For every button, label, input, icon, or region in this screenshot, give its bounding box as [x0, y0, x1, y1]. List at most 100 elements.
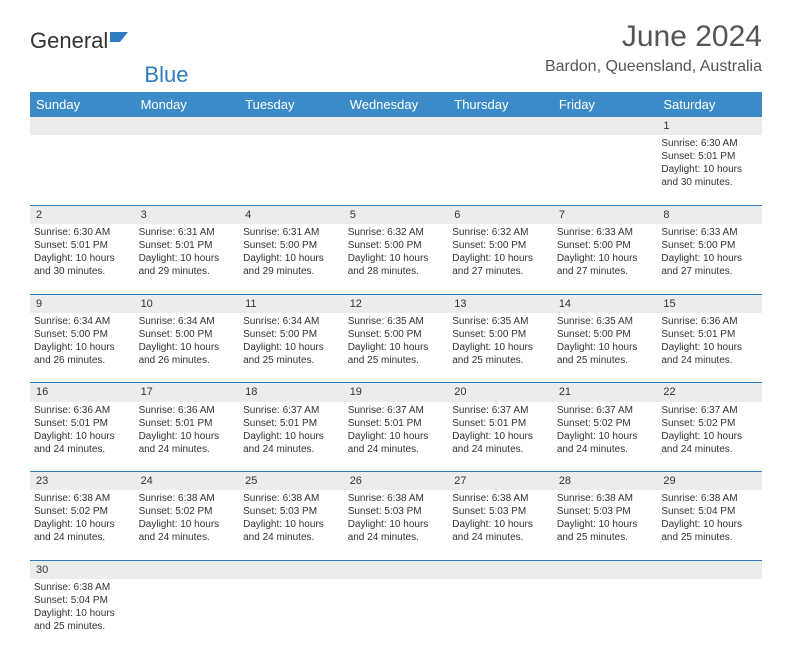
day-number: 29	[657, 472, 762, 491]
day-cell: Sunrise: 6:37 AMSunset: 5:01 PMDaylight:…	[239, 402, 344, 472]
day-cell	[239, 579, 344, 649]
day-content: Sunrise: 6:36 AMSunset: 5:01 PMDaylight:…	[139, 404, 236, 456]
day-number: 21	[553, 383, 658, 402]
day-cell: Sunrise: 6:37 AMSunset: 5:01 PMDaylight:…	[448, 402, 553, 472]
day-cell: Sunrise: 6:30 AMSunset: 5:01 PMDaylight:…	[30, 224, 135, 294]
day-content: Sunrise: 6:38 AMSunset: 5:03 PMDaylight:…	[243, 492, 340, 544]
day-content: Sunrise: 6:37 AMSunset: 5:01 PMDaylight:…	[243, 404, 340, 456]
day-content: Sunrise: 6:35 AMSunset: 5:00 PMDaylight:…	[348, 315, 445, 367]
day-number: 27	[448, 472, 553, 491]
day-content: Sunrise: 6:38 AMSunset: 5:03 PMDaylight:…	[348, 492, 445, 544]
day-content: Sunrise: 6:34 AMSunset: 5:00 PMDaylight:…	[139, 315, 236, 367]
day-cell: Sunrise: 6:34 AMSunset: 5:00 PMDaylight:…	[30, 313, 135, 383]
day-number: 30	[30, 560, 135, 579]
day-number: 11	[239, 294, 344, 313]
day-number	[135, 560, 240, 579]
day-cell: Sunrise: 6:36 AMSunset: 5:01 PMDaylight:…	[135, 402, 240, 472]
day-content: Sunrise: 6:38 AMSunset: 5:02 PMDaylight:…	[139, 492, 236, 544]
daynum-row: 30	[30, 560, 762, 579]
day-content: Sunrise: 6:35 AMSunset: 5:00 PMDaylight:…	[452, 315, 549, 367]
day-number: 10	[135, 294, 240, 313]
day-cell: Sunrise: 6:38 AMSunset: 5:04 PMDaylight:…	[30, 579, 135, 649]
day-cell: Sunrise: 6:32 AMSunset: 5:00 PMDaylight:…	[448, 224, 553, 294]
day-cell	[553, 579, 658, 649]
day-number	[135, 117, 240, 135]
day-cell	[135, 579, 240, 649]
logo-text-blue: Blue	[144, 62, 188, 87]
weekday-header: Wednesday	[344, 92, 449, 117]
day-number: 24	[135, 472, 240, 491]
day-number	[344, 560, 449, 579]
week-row: Sunrise: 6:30 AMSunset: 5:01 PMDaylight:…	[30, 135, 762, 205]
day-number: 26	[344, 472, 449, 491]
day-cell: Sunrise: 6:38 AMSunset: 5:02 PMDaylight:…	[135, 490, 240, 560]
day-number	[657, 560, 762, 579]
day-cell: Sunrise: 6:35 AMSunset: 5:00 PMDaylight:…	[344, 313, 449, 383]
day-cell: Sunrise: 6:38 AMSunset: 5:02 PMDaylight:…	[30, 490, 135, 560]
weekday-header: Saturday	[657, 92, 762, 117]
day-number	[553, 560, 658, 579]
day-cell	[448, 579, 553, 649]
day-number: 17	[135, 383, 240, 402]
day-number: 22	[657, 383, 762, 402]
day-cell	[448, 135, 553, 205]
day-cell	[135, 135, 240, 205]
day-number: 4	[239, 205, 344, 224]
day-cell	[553, 135, 658, 205]
day-number	[30, 117, 135, 135]
day-number: 23	[30, 472, 135, 491]
day-number: 5	[344, 205, 449, 224]
day-number: 18	[239, 383, 344, 402]
day-cell: Sunrise: 6:30 AMSunset: 5:01 PMDaylight:…	[657, 135, 762, 205]
month-title: June 2024	[545, 20, 762, 54]
day-content: Sunrise: 6:31 AMSunset: 5:00 PMDaylight:…	[243, 226, 340, 278]
day-content: Sunrise: 6:32 AMSunset: 5:00 PMDaylight:…	[348, 226, 445, 278]
day-content: Sunrise: 6:34 AMSunset: 5:00 PMDaylight:…	[243, 315, 340, 367]
weekday-header: Thursday	[448, 92, 553, 117]
day-number: 13	[448, 294, 553, 313]
day-content: Sunrise: 6:36 AMSunset: 5:01 PMDaylight:…	[34, 404, 131, 456]
day-cell: Sunrise: 6:38 AMSunset: 5:03 PMDaylight:…	[553, 490, 658, 560]
week-row: Sunrise: 6:36 AMSunset: 5:01 PMDaylight:…	[30, 402, 762, 472]
daynum-row: 1	[30, 117, 762, 135]
logo-blue-wrap: General Blue	[32, 62, 764, 88]
daynum-row: 23242526272829	[30, 472, 762, 491]
day-number: 1	[657, 117, 762, 135]
day-cell: Sunrise: 6:38 AMSunset: 5:04 PMDaylight:…	[657, 490, 762, 560]
weekday-header: Tuesday	[239, 92, 344, 117]
logo-flag-icon	[110, 28, 132, 54]
day-cell	[344, 579, 449, 649]
weekday-header-row: SundayMondayTuesdayWednesdayThursdayFrid…	[30, 92, 762, 117]
day-number: 12	[344, 294, 449, 313]
day-content: Sunrise: 6:34 AMSunset: 5:00 PMDaylight:…	[34, 315, 131, 367]
daynum-row: 9101112131415	[30, 294, 762, 313]
day-number: 28	[553, 472, 658, 491]
day-number: 16	[30, 383, 135, 402]
day-cell: Sunrise: 6:31 AMSunset: 5:00 PMDaylight:…	[239, 224, 344, 294]
day-number: 14	[553, 294, 658, 313]
day-number: 19	[344, 383, 449, 402]
day-number: 6	[448, 205, 553, 224]
day-number: 8	[657, 205, 762, 224]
week-row: Sunrise: 6:38 AMSunset: 5:02 PMDaylight:…	[30, 490, 762, 560]
day-cell: Sunrise: 6:34 AMSunset: 5:00 PMDaylight:…	[239, 313, 344, 383]
day-cell: Sunrise: 6:36 AMSunset: 5:01 PMDaylight:…	[30, 402, 135, 472]
logo: General	[30, 28, 133, 54]
day-cell: Sunrise: 6:35 AMSunset: 5:00 PMDaylight:…	[448, 313, 553, 383]
day-cell: Sunrise: 6:37 AMSunset: 5:02 PMDaylight:…	[553, 402, 658, 472]
weekday-header: Monday	[135, 92, 240, 117]
week-row: Sunrise: 6:38 AMSunset: 5:04 PMDaylight:…	[30, 579, 762, 649]
day-number: 25	[239, 472, 344, 491]
day-cell	[657, 579, 762, 649]
day-number: 7	[553, 205, 658, 224]
day-number	[344, 117, 449, 135]
day-number: 15	[657, 294, 762, 313]
week-row: Sunrise: 6:34 AMSunset: 5:00 PMDaylight:…	[30, 313, 762, 383]
day-number	[239, 117, 344, 135]
day-number	[553, 117, 658, 135]
day-content: Sunrise: 6:37 AMSunset: 5:01 PMDaylight:…	[348, 404, 445, 456]
day-content: Sunrise: 6:32 AMSunset: 5:00 PMDaylight:…	[452, 226, 549, 278]
week-row: Sunrise: 6:30 AMSunset: 5:01 PMDaylight:…	[30, 224, 762, 294]
day-cell: Sunrise: 6:37 AMSunset: 5:02 PMDaylight:…	[657, 402, 762, 472]
day-content: Sunrise: 6:31 AMSunset: 5:01 PMDaylight:…	[139, 226, 236, 278]
